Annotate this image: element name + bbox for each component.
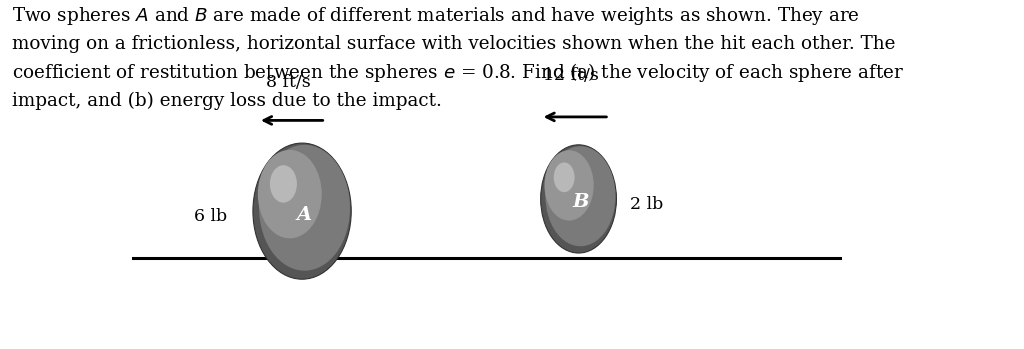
Ellipse shape — [545, 150, 594, 221]
Text: 6 lb: 6 lb — [195, 208, 227, 225]
Text: 12 ft/s: 12 ft/s — [544, 67, 599, 84]
Text: 8 ft/s: 8 ft/s — [266, 74, 311, 91]
Text: 2 lb: 2 lb — [630, 196, 663, 213]
Text: Two spheres $\mathit{A}$ and $\mathit{B}$ are made of different materials and ha: Two spheres $\mathit{A}$ and $\mathit{B}… — [12, 5, 905, 110]
Ellipse shape — [258, 150, 322, 238]
Text: B: B — [572, 193, 589, 211]
Ellipse shape — [554, 162, 574, 192]
Ellipse shape — [541, 145, 616, 253]
Ellipse shape — [253, 143, 351, 279]
Ellipse shape — [546, 146, 615, 246]
Ellipse shape — [259, 145, 350, 271]
Text: A: A — [297, 206, 312, 224]
Ellipse shape — [270, 165, 297, 203]
